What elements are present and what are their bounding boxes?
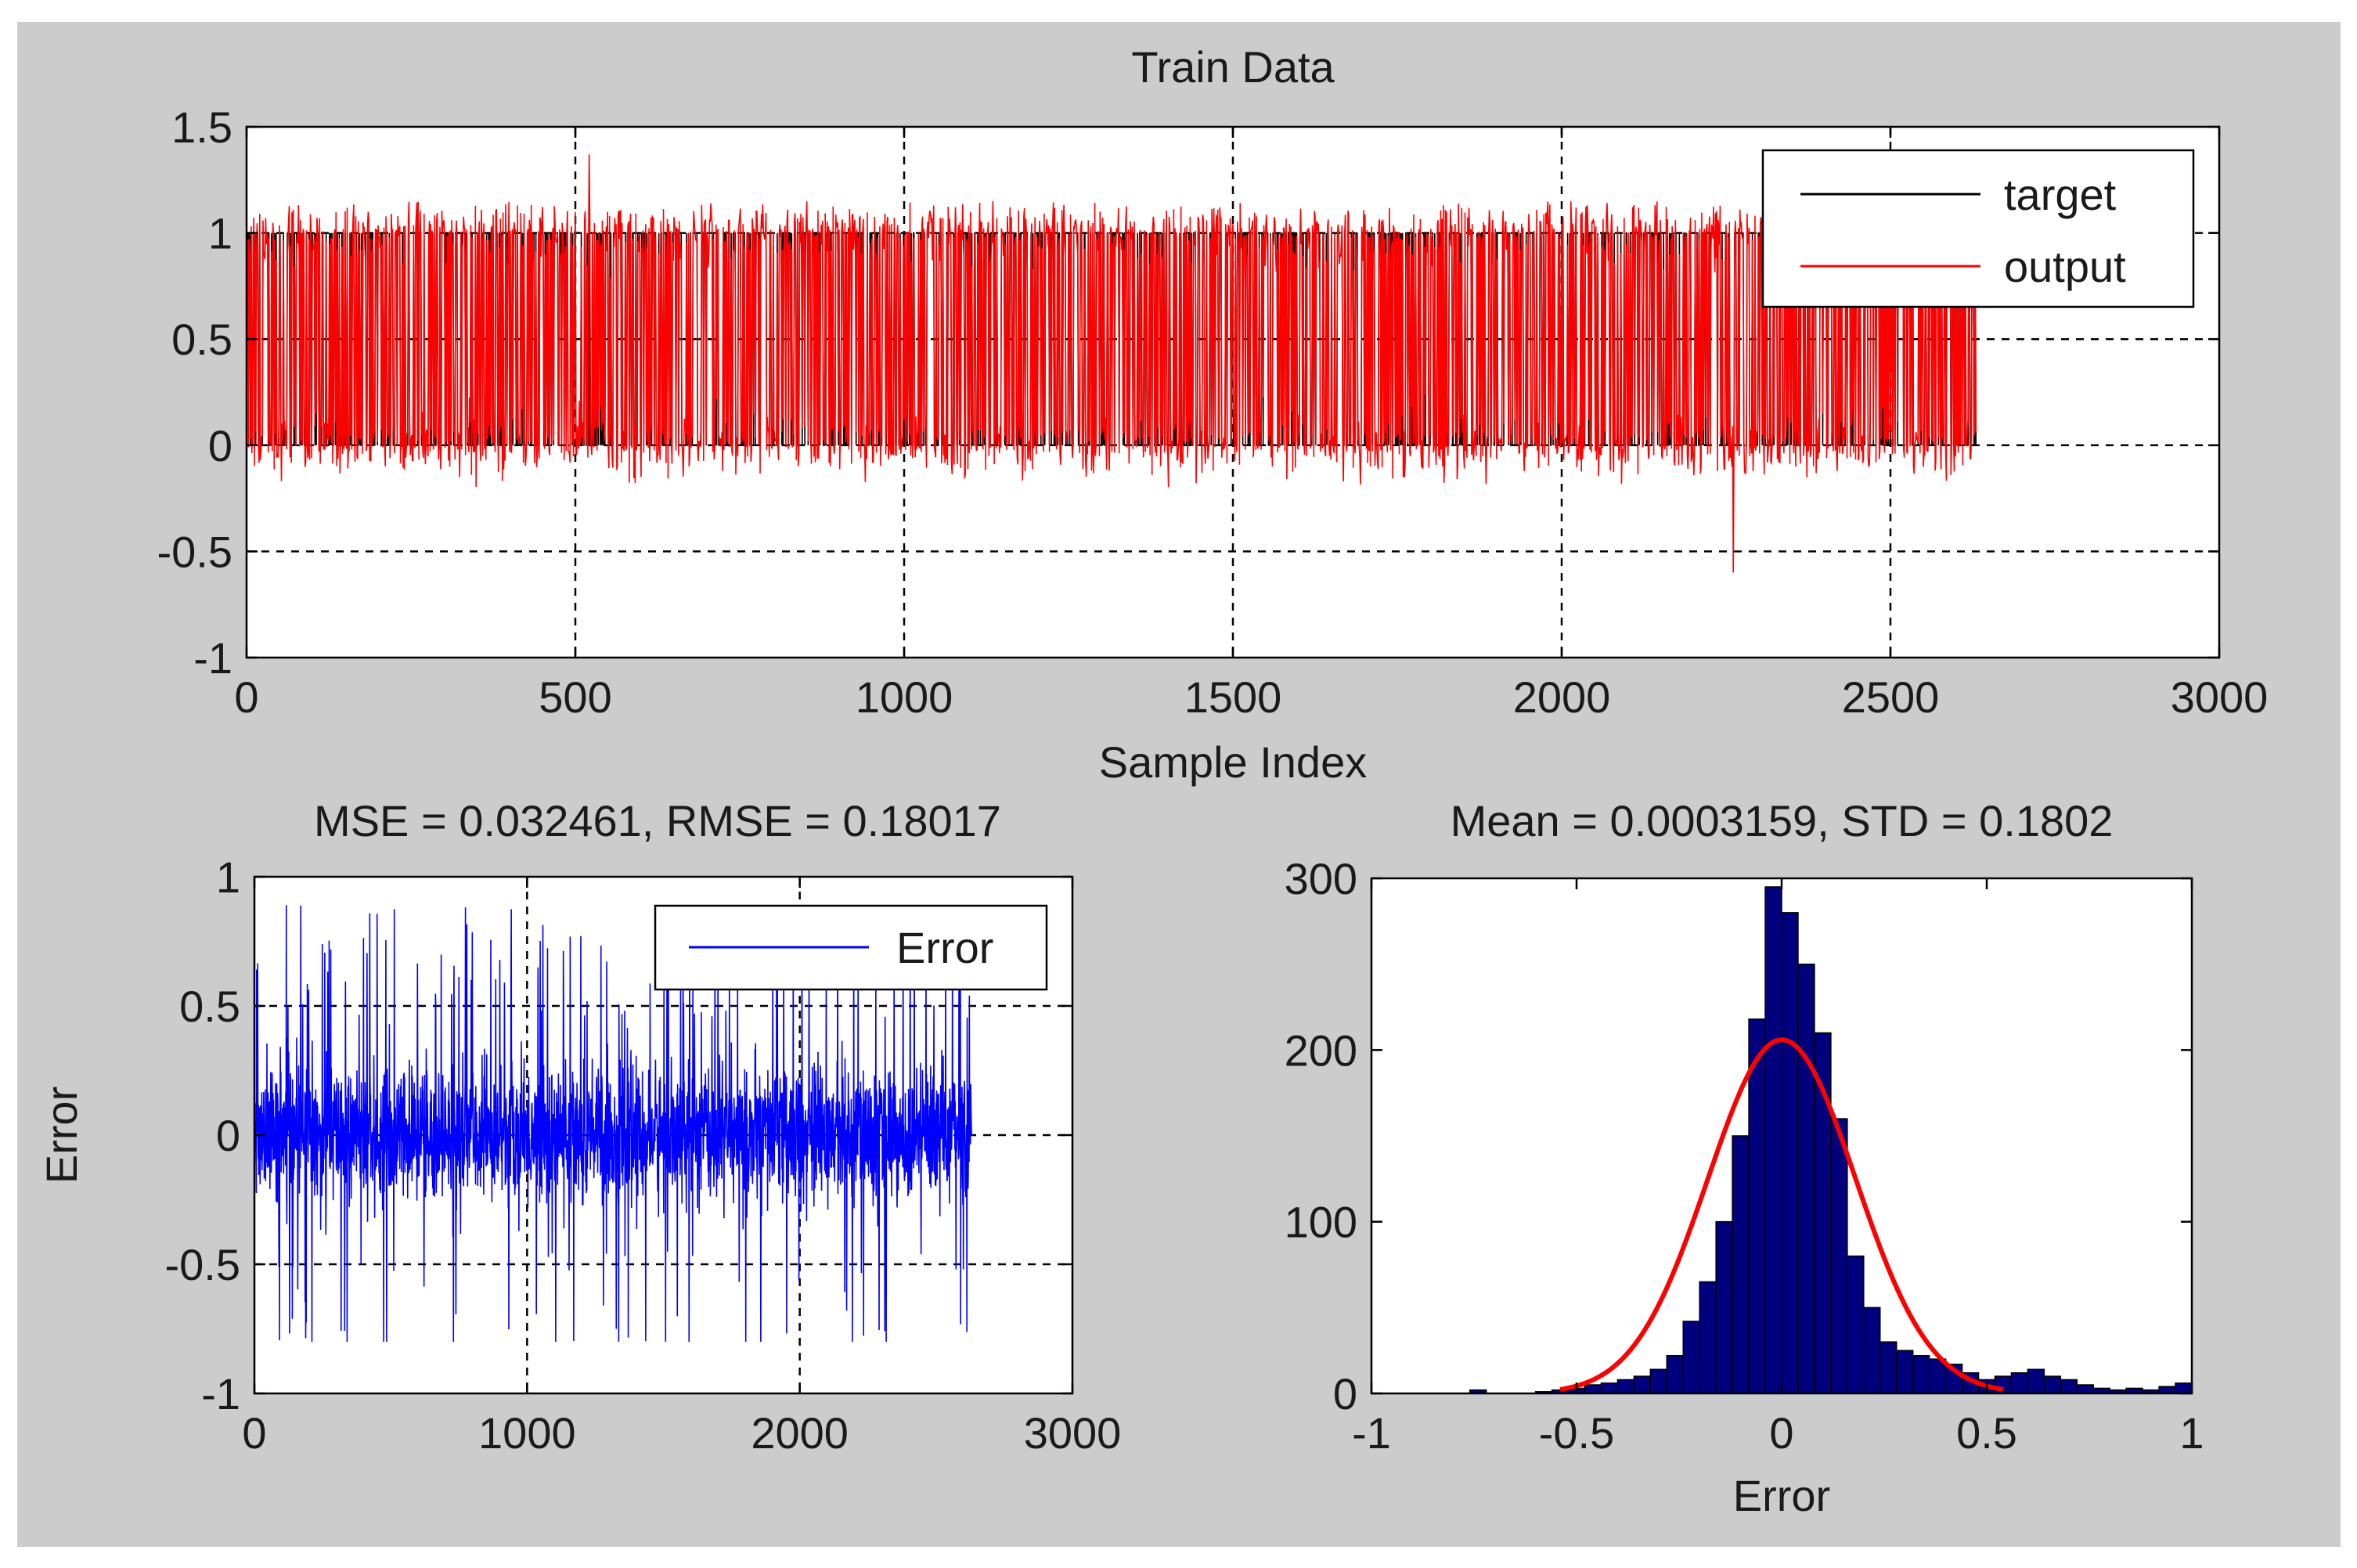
hist-xtick-label: 1	[2179, 1408, 2204, 1458]
hist-bar	[2158, 1386, 2176, 1394]
hist-bar	[1847, 1255, 1865, 1394]
train-ytick-label: 0	[208, 421, 232, 470]
hist-bar	[1649, 1368, 1668, 1394]
hist-ytick-label: 100	[1285, 1198, 1357, 1247]
hist-bar	[1748, 1018, 1766, 1394]
error-ytick-label: 1	[216, 852, 240, 902]
train-xtick-label: 3000	[2171, 672, 2269, 722]
train-xlabel: Sample Index	[1099, 737, 1367, 787]
hist-axes: -1 -0.5 0 0.5 1 0 100 200 300 Mean = 0.0003159, …	[1285, 796, 2204, 1520]
error-xtick-label: 3000	[1024, 1408, 1122, 1458]
error-ytick-label: -1	[201, 1369, 240, 1418]
hist-xtick-label: -1	[1352, 1408, 1391, 1458]
train-legend-target-label: target	[2004, 170, 2117, 219]
error-axes: 0 1000 2000 3000 -1 -0.5 0 0.5 1 MSE = 0.032461,…	[37, 796, 1121, 1458]
error-series-line	[254, 905, 972, 1343]
hist-bar	[2043, 1375, 2062, 1394]
hist-bar	[1994, 1375, 2013, 1394]
hist-bar	[2010, 1372, 2029, 1394]
hist-bar	[1699, 1281, 1717, 1394]
error-ticks: 0 1000 2000 3000 -1 -0.5 0 0.5 1	[165, 852, 1122, 1458]
hist-bar	[1912, 1354, 1930, 1394]
error-xtick-label: 1000	[478, 1408, 576, 1458]
error-ytick-label: 0	[216, 1111, 240, 1160]
hist-ytick-label: 0	[1333, 1369, 1357, 1418]
hist-bar	[1764, 886, 1782, 1394]
hist-bar	[2175, 1382, 2193, 1394]
train-xtick-label: 2500	[1842, 672, 1940, 722]
train-ytick-label: 0.5	[171, 315, 232, 364]
hist-title: Mean = 0.0003159, STD = 0.1802	[1451, 796, 2114, 845]
hist-bar	[1715, 1220, 1733, 1394]
hist-xtick-label: 0.5	[1956, 1408, 2017, 1458]
hist-bar	[1797, 963, 1815, 1394]
hist-bar	[1928, 1358, 1947, 1394]
train-ytick-label: -0.5	[157, 527, 233, 576]
hist-xtick-label: -0.5	[1539, 1408, 1615, 1458]
hist-bar	[2060, 1379, 2078, 1394]
hist-bar	[1830, 1118, 1848, 1394]
train-title: Train Data	[1131, 42, 1335, 92]
error-ylabel: Error	[37, 1087, 86, 1184]
hist-bar	[1633, 1375, 1652, 1394]
hist-bar	[1863, 1307, 1881, 1394]
hist-bar	[1895, 1350, 1914, 1394]
error-xtick-label: 2000	[751, 1408, 849, 1458]
hist-bar	[2027, 1368, 2045, 1394]
error-ytick-label: 0.5	[179, 982, 240, 1031]
train-ticks: 0 500 1000 1500 2000 2500 3000 -1 -0.5 0 0.5 1 1.5	[157, 103, 2269, 722]
train-legend-box	[1761, 149, 2195, 308]
train-legend-output-label: output	[2004, 242, 2126, 291]
train-series-output	[247, 154, 1977, 573]
hist-bar	[1584, 1384, 1602, 1394]
hist-bar	[1781, 912, 1799, 1394]
train-legend[interactable]: target output	[1761, 149, 2195, 308]
error-ytick-label: -0.5	[165, 1240, 241, 1289]
error-title: MSE = 0.032461, RMSE = 0.18017	[314, 796, 1001, 845]
hist-bar	[1600, 1382, 1619, 1394]
hist-bar	[1879, 1341, 1897, 1394]
train-ytick-label: -1	[193, 633, 232, 683]
hist-xlabel: Error	[1733, 1471, 1830, 1520]
error-legend[interactable]: Error	[654, 904, 1048, 991]
train-ytick-label: 1	[208, 209, 232, 258]
hist-bar	[1616, 1379, 1635, 1394]
train-plot-data	[247, 154, 1977, 573]
train-xtick-label: 2000	[1513, 672, 1611, 722]
hist-ticks: -1 -0.5 0 0.5 1 0 100 200 300	[1285, 854, 2204, 1458]
train-xtick-label: 500	[539, 672, 611, 722]
train-xtick-label: 1500	[1184, 672, 1282, 722]
error-legend-label: Error	[896, 923, 993, 972]
hist-xtick-label: 0	[1769, 1408, 1793, 1458]
hist-bar	[1666, 1354, 1684, 1394]
train-ytick-label: 1.5	[171, 103, 232, 152]
error-plot-data	[254, 905, 972, 1343]
hist-normal-fit-curve	[1559, 1037, 2004, 1392]
hist-ytick-label: 200	[1285, 1026, 1357, 1075]
train-xtick-label: 1000	[856, 672, 953, 722]
hist-bar	[1732, 1135, 1750, 1394]
hist-bar	[1682, 1321, 1700, 1394]
hist-ytick-label: 300	[1285, 854, 1357, 903]
train-xtick-label: 0	[234, 672, 258, 722]
error-xtick-label: 0	[242, 1408, 266, 1458]
train-axes: 0 500 1000 1500 2000 2500 3000 -1 -0.5 0 0.5 1 1.5 T…	[157, 42, 2269, 787]
hist-bar	[2076, 1384, 2094, 1394]
